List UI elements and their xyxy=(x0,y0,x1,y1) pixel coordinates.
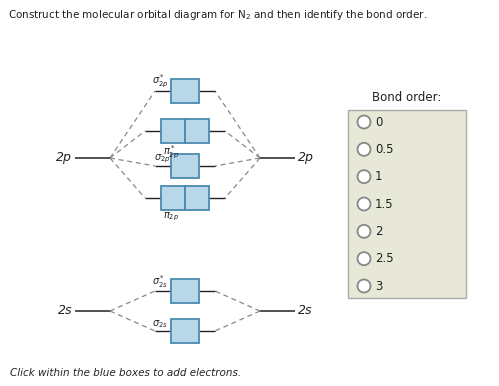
Text: 1: 1 xyxy=(375,170,383,183)
Circle shape xyxy=(357,279,370,293)
Bar xyxy=(171,79,199,103)
Circle shape xyxy=(357,115,370,129)
Text: $\sigma_{2p}$: $\sigma_{2p}$ xyxy=(154,152,170,165)
Circle shape xyxy=(357,225,370,238)
Bar xyxy=(185,119,209,143)
FancyBboxPatch shape xyxy=(348,110,466,298)
Bar xyxy=(185,186,209,210)
Text: 2.5: 2.5 xyxy=(375,252,394,265)
Bar xyxy=(161,186,185,210)
Text: 2: 2 xyxy=(375,225,383,238)
Text: 2p: 2p xyxy=(56,151,72,164)
Text: $\sigma_{2s}$: $\sigma_{2s}$ xyxy=(152,318,168,330)
Text: 2p: 2p xyxy=(298,151,314,164)
Text: 0.5: 0.5 xyxy=(375,143,394,156)
Circle shape xyxy=(357,198,370,210)
Circle shape xyxy=(357,143,370,156)
Text: 2s: 2s xyxy=(298,305,312,318)
Text: Construct the molecular orbital diagram for N$_2$ and then identify the bond ord: Construct the molecular orbital diagram … xyxy=(8,8,428,22)
Circle shape xyxy=(357,252,370,265)
Bar xyxy=(161,119,185,143)
Bar xyxy=(171,319,199,343)
Text: Click within the blue boxes to add electrons.: Click within the blue boxes to add elect… xyxy=(10,368,241,378)
Bar xyxy=(171,154,199,178)
Text: 3: 3 xyxy=(375,279,382,293)
Text: 2s: 2s xyxy=(57,305,72,318)
Text: $\sigma^*_{2p}$: $\sigma^*_{2p}$ xyxy=(152,73,168,90)
Text: $\pi^*_{2p}$: $\pi^*_{2p}$ xyxy=(163,144,179,161)
Text: 0: 0 xyxy=(375,115,382,129)
Text: $\pi_{2p}$: $\pi_{2p}$ xyxy=(163,211,179,223)
Text: Bond order:: Bond order: xyxy=(372,91,442,104)
Circle shape xyxy=(357,170,370,183)
Text: 1.5: 1.5 xyxy=(375,198,394,210)
Text: $\sigma^*_{2s}$: $\sigma^*_{2s}$ xyxy=(152,273,168,290)
Bar xyxy=(171,279,199,303)
